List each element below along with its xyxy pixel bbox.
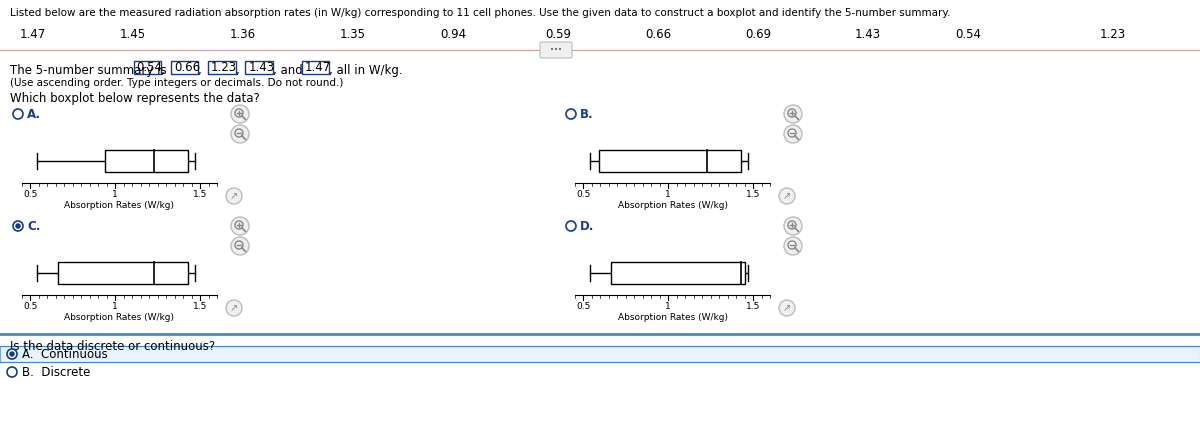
Text: 0.59: 0.59 xyxy=(545,28,571,41)
Bar xyxy=(208,61,235,74)
Text: 1: 1 xyxy=(113,190,118,199)
Text: C.: C. xyxy=(28,219,41,232)
Text: A.  Continuous: A. Continuous xyxy=(22,347,108,360)
Text: 0.54: 0.54 xyxy=(137,61,163,74)
Text: 1.43: 1.43 xyxy=(248,61,275,74)
Circle shape xyxy=(566,221,576,231)
Text: 1.5: 1.5 xyxy=(746,302,761,311)
Text: 1.47: 1.47 xyxy=(20,28,47,41)
Text: 1.45: 1.45 xyxy=(120,28,146,41)
Bar xyxy=(245,61,272,74)
Bar xyxy=(611,262,744,284)
Text: 1.35: 1.35 xyxy=(340,28,366,41)
Text: 1.23: 1.23 xyxy=(1100,28,1126,41)
Text: The 5-number summary is: The 5-number summary is xyxy=(10,64,170,77)
Circle shape xyxy=(13,109,23,119)
Text: 1.43: 1.43 xyxy=(854,28,881,41)
Circle shape xyxy=(230,217,250,235)
Text: B.: B. xyxy=(580,107,594,120)
Text: ,: , xyxy=(235,64,244,77)
Bar xyxy=(301,61,329,74)
Text: 1.47: 1.47 xyxy=(305,61,331,74)
Circle shape xyxy=(566,109,576,119)
Text: ,: , xyxy=(161,64,169,77)
Text: Absorption Rates (W/kg): Absorption Rates (W/kg) xyxy=(618,201,727,210)
Bar xyxy=(0,346,1200,362)
Text: Listed below are the measured radiation absorption rates (in W/kg) corresponding: Listed below are the measured radiation … xyxy=(10,8,950,18)
Circle shape xyxy=(226,188,242,204)
Text: 0.5: 0.5 xyxy=(23,190,37,199)
Circle shape xyxy=(7,367,17,377)
Text: Absorption Rates (W/kg): Absorption Rates (W/kg) xyxy=(618,313,727,322)
Circle shape xyxy=(230,125,250,143)
Circle shape xyxy=(7,349,17,359)
Text: 1: 1 xyxy=(113,302,118,311)
Circle shape xyxy=(784,237,802,255)
Circle shape xyxy=(230,105,250,123)
Text: 1.23: 1.23 xyxy=(211,61,238,74)
Circle shape xyxy=(784,105,802,123)
Text: •••: ••• xyxy=(550,47,562,53)
Circle shape xyxy=(779,188,796,204)
Text: , and: , and xyxy=(272,64,306,77)
Circle shape xyxy=(230,237,250,255)
Bar xyxy=(58,262,188,284)
Text: Absorption Rates (W/kg): Absorption Rates (W/kg) xyxy=(65,201,174,210)
Circle shape xyxy=(13,221,23,231)
Text: 0.5: 0.5 xyxy=(576,190,590,199)
Text: , all in W/kg.: , all in W/kg. xyxy=(329,64,403,77)
Text: 1.5: 1.5 xyxy=(193,190,208,199)
Text: Is the data discrete or continuous?: Is the data discrete or continuous? xyxy=(10,340,215,353)
Circle shape xyxy=(16,223,20,229)
Circle shape xyxy=(779,300,796,316)
Text: (Use ascending order. Type integers or decimals. Do not round.): (Use ascending order. Type integers or d… xyxy=(10,78,343,88)
Text: 0.66: 0.66 xyxy=(646,28,671,41)
Circle shape xyxy=(784,125,802,143)
Text: 1: 1 xyxy=(665,302,671,311)
Text: 0.66: 0.66 xyxy=(174,61,200,74)
Text: A.: A. xyxy=(28,107,41,120)
Text: 0.5: 0.5 xyxy=(576,302,590,311)
Text: 0.94: 0.94 xyxy=(440,28,466,41)
Circle shape xyxy=(784,217,802,235)
Text: D.: D. xyxy=(580,219,594,232)
Text: 1.5: 1.5 xyxy=(746,190,761,199)
Bar xyxy=(106,150,188,172)
Text: Which boxplot below represents the data?: Which boxplot below represents the data? xyxy=(10,92,259,105)
Text: ,: , xyxy=(198,64,206,77)
FancyBboxPatch shape xyxy=(540,42,572,58)
Bar xyxy=(599,150,742,172)
Text: 1.5: 1.5 xyxy=(193,302,208,311)
Text: 1: 1 xyxy=(665,190,671,199)
Text: 0.54: 0.54 xyxy=(955,28,982,41)
Text: ↗: ↗ xyxy=(230,191,238,201)
Bar xyxy=(133,61,161,74)
Text: 1.36: 1.36 xyxy=(230,28,256,41)
Text: ↗: ↗ xyxy=(230,303,238,313)
Text: B.  Discrete: B. Discrete xyxy=(22,366,90,379)
Text: Absorption Rates (W/kg): Absorption Rates (W/kg) xyxy=(65,313,174,322)
Circle shape xyxy=(226,300,242,316)
Text: 0.5: 0.5 xyxy=(23,302,37,311)
Circle shape xyxy=(10,351,14,357)
Bar xyxy=(170,61,198,74)
Text: 0.69: 0.69 xyxy=(745,28,772,41)
Text: ↗: ↗ xyxy=(782,303,791,313)
Text: ↗: ↗ xyxy=(782,191,791,201)
